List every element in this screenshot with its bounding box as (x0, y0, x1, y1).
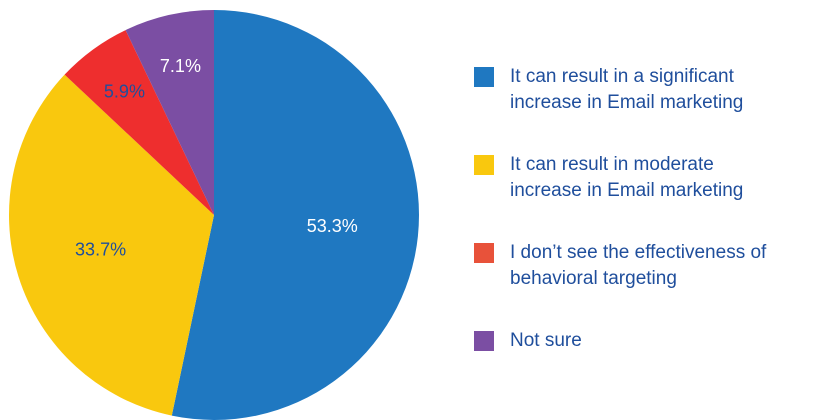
legend-swatch (474, 331, 494, 351)
legend-item-no-effectiveness: I don’t see the effectiveness of behavio… (474, 240, 814, 292)
legend-swatch (474, 67, 494, 87)
pie-slice (125, 10, 214, 215)
pie-slices (8, 10, 419, 420)
pie-slice (64, 30, 214, 216)
legend-label-line-2: behavioral targeting (510, 268, 677, 289)
legend: It can result in a significant increase … (474, 64, 814, 354)
pie-labels: 53.3% 33.7% 5.9% 7.1% (75, 56, 358, 260)
legend-label-line-1: Not sure (510, 330, 582, 351)
legend-label-line-2: increase in Email marketing (510, 92, 744, 113)
pie-slice-value-label: 53.3% (307, 216, 358, 236)
legend-label-line-1: It can result in moderate (510, 154, 714, 175)
legend-label-line-2: increase in Email marketing (510, 180, 744, 201)
legend-item-significant-increase: It can result in a significant increase … (474, 64, 814, 116)
pie-slice (8, 74, 215, 416)
pie-slice-value-label: 7.1% (160, 56, 201, 76)
legend-swatch (474, 243, 494, 263)
legend-label-line-1: It can result in a significant (510, 66, 734, 87)
legend-label-line-1: I don’t see the effectiveness of (510, 242, 767, 263)
legend-item-not-sure: Not sure (474, 328, 814, 354)
pie-slice-value-label: 33.7% (75, 239, 126, 259)
legend-swatch (474, 155, 494, 175)
pie-slice (171, 10, 419, 420)
legend-item-moderate-increase: It can result in moderate increase in Em… (474, 152, 814, 204)
pie-slice-value-label: 5.9% (104, 81, 145, 101)
